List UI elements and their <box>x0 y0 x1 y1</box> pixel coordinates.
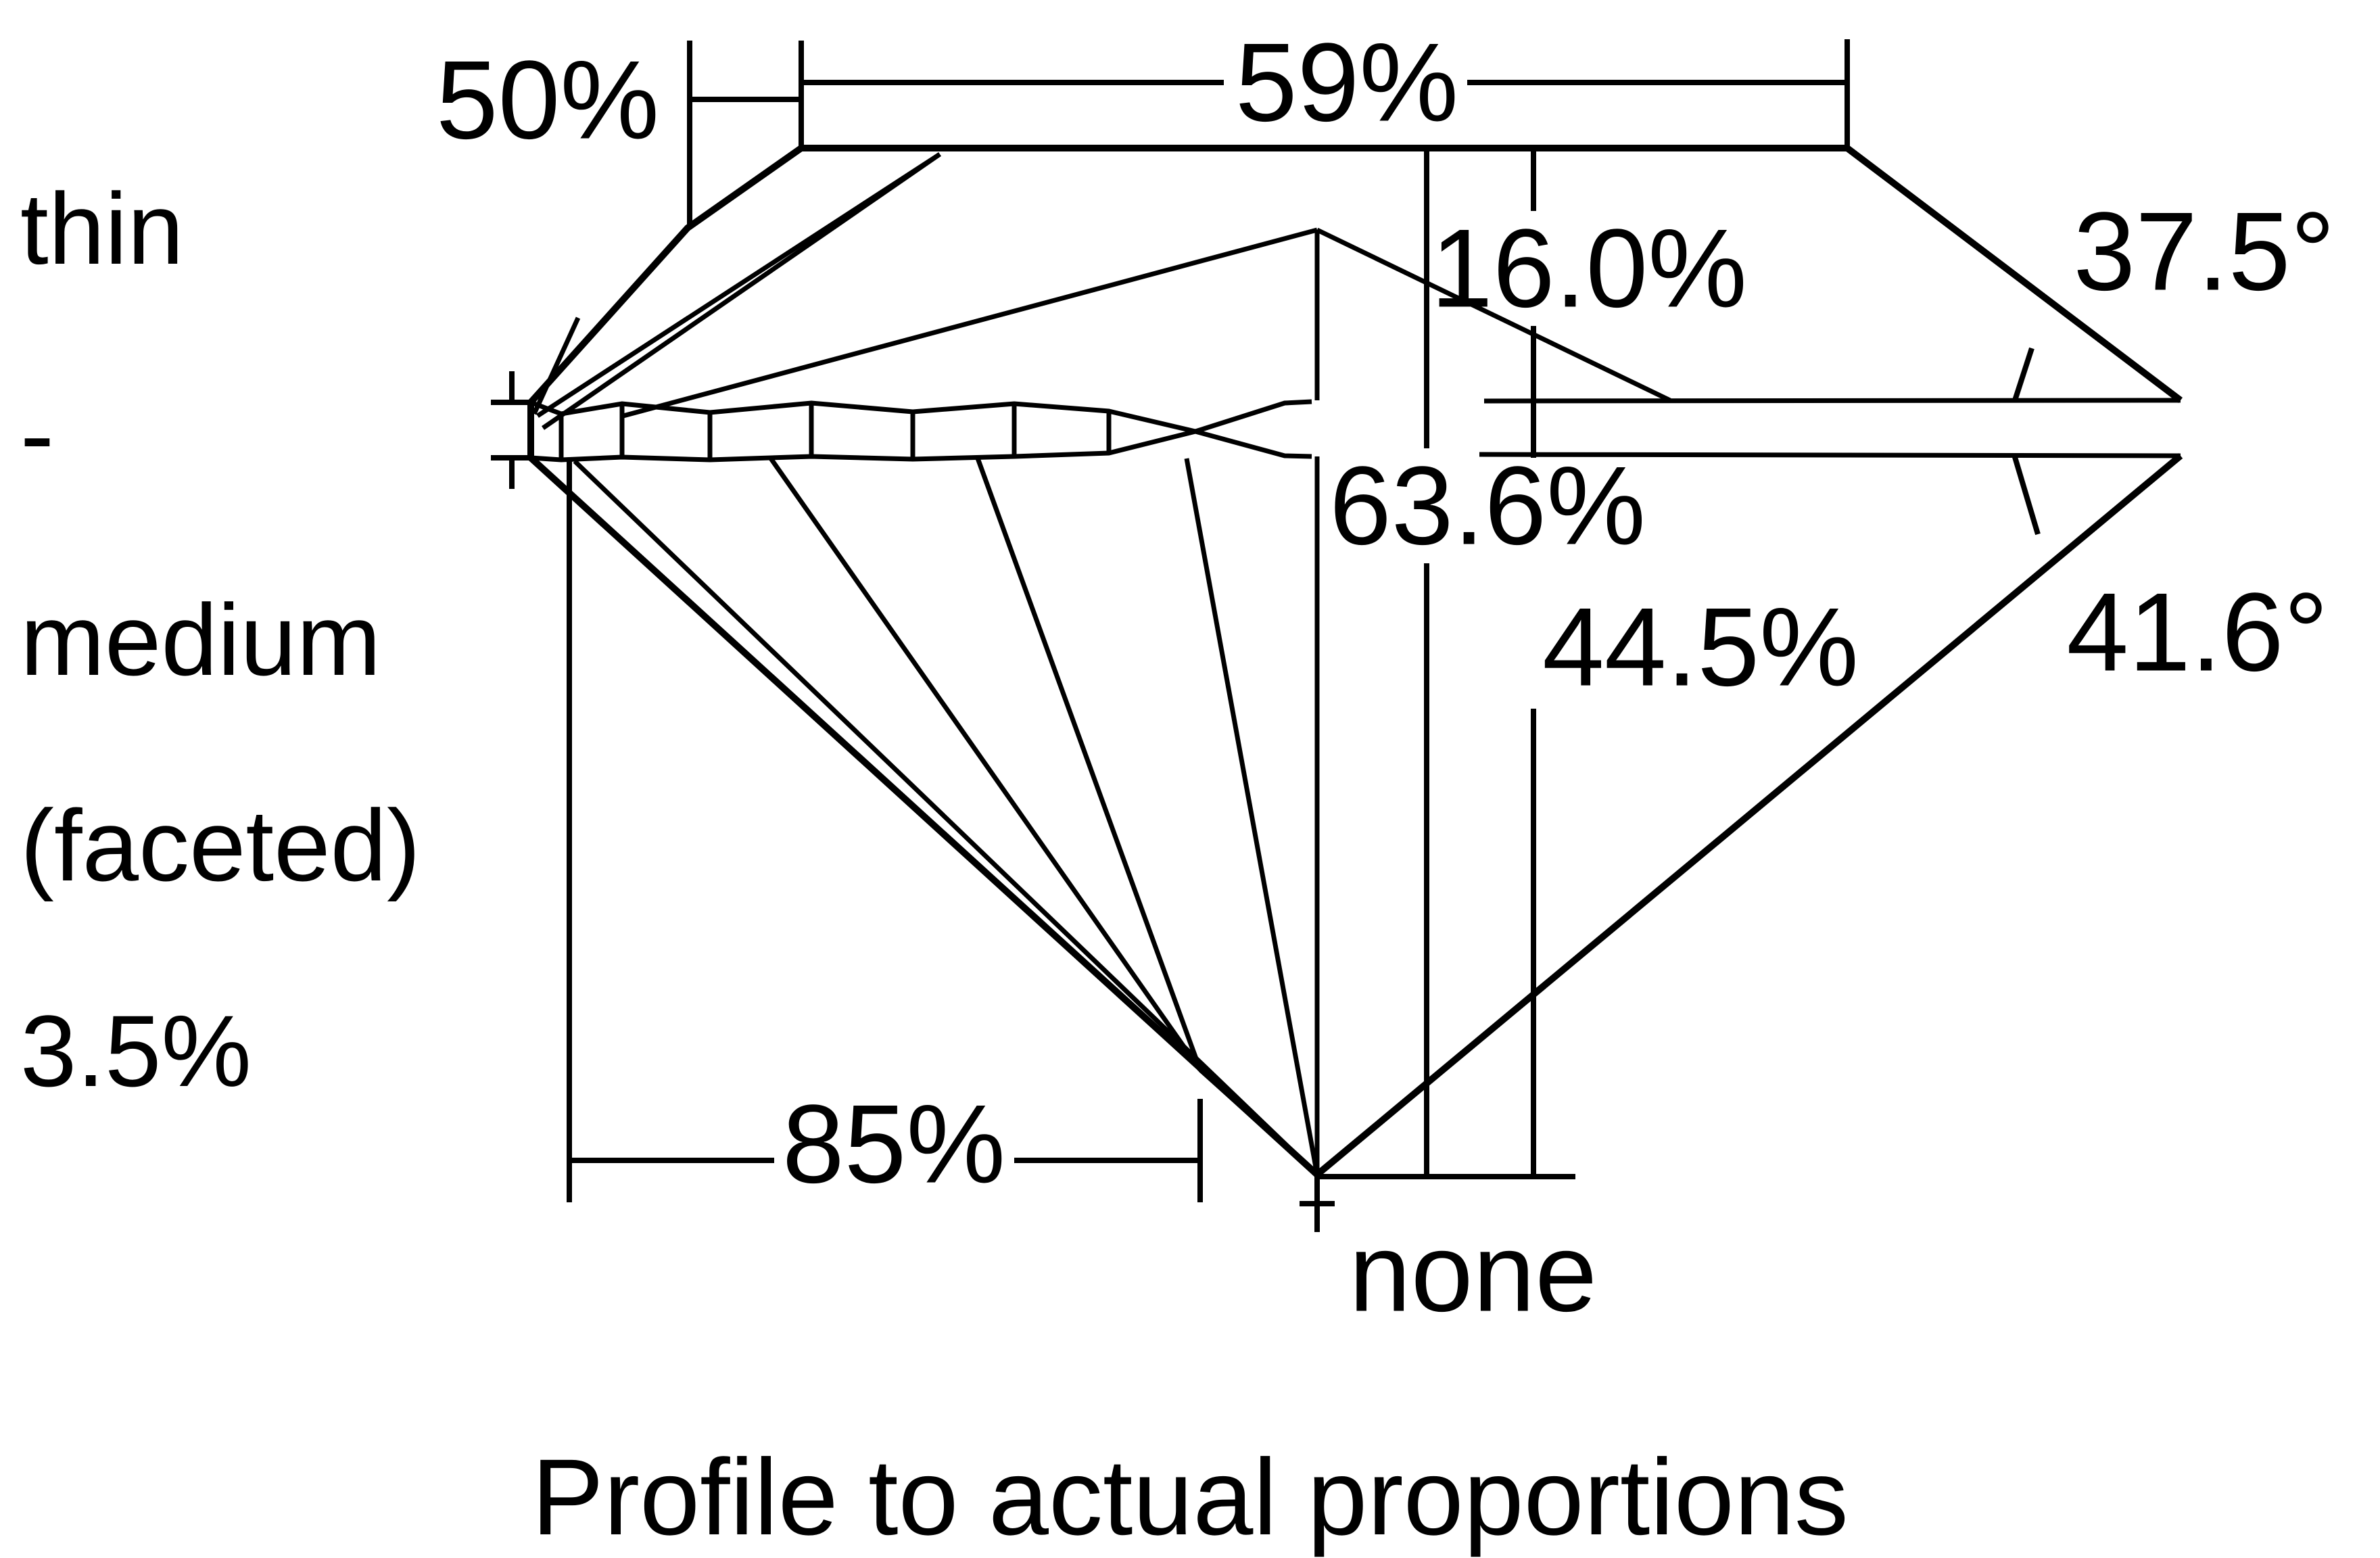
star-length-label: 50% <box>435 37 660 162</box>
girdle-line-thin: thin <box>20 172 184 285</box>
crown-angle-label: 37.5° <box>2073 189 2335 314</box>
girdle-lower-edge-left <box>530 429 1312 463</box>
crown-facet-edges <box>531 152 1671 430</box>
pavilion-left-silhouette <box>528 455 1320 1177</box>
lower-girdle-label: 85% <box>782 1081 1006 1206</box>
total-depth-label: 63.6% <box>1329 443 1646 568</box>
girdle-facet-junctions <box>558 403 1112 460</box>
girdle-line-faceted: (faceted) <box>20 788 421 902</box>
pavilion-facet-edges <box>573 455 1320 1177</box>
pavilion-edge-2 <box>1184 458 1320 1175</box>
girdle-upper-edge-left <box>529 399 1312 434</box>
pavilion-angle-tick <box>2012 456 2041 536</box>
girdle-line-pct: 3.5% <box>20 994 252 1108</box>
pavilion-lower-girdle-edge-2 <box>974 455 1203 1071</box>
crown-nose-edge <box>531 316 581 415</box>
pavilion-right-bevel <box>1314 453 2183 1177</box>
pavilion-depth-label: 44.5% <box>1542 584 1859 709</box>
crown-angle-tick <box>2012 347 2034 402</box>
pavilion-lower-girdle-edge-1 <box>769 456 1202 1072</box>
table-size-label: 59% <box>1235 20 1459 145</box>
girdle-line-medium: medium <box>20 583 381 697</box>
girdle-description: thin - medium (faceted) 3.5% <box>20 177 421 1102</box>
girdle-band <box>529 398 2181 463</box>
crown-star-edge-2 <box>542 152 941 430</box>
pavilion-angle-label: 41.6° <box>2066 569 2329 694</box>
girdle-upper-edge-right <box>1483 398 2181 404</box>
dimension-lines <box>491 39 2041 1232</box>
crown-right-bezel-edge <box>1316 227 1671 403</box>
crown-bezel-long-edge <box>620 227 1318 419</box>
crown-right-bevel <box>1844 145 2183 403</box>
girdle-lower-edge-right <box>1479 452 2181 458</box>
pavilion-main-to-culet <box>1198 1068 1319 1177</box>
girdle-line-dash: - <box>20 377 54 491</box>
diamond-outline <box>527 145 2183 1177</box>
girdle-thickness-ticks <box>491 371 533 489</box>
culet-cross-tick <box>1300 1175 1335 1232</box>
caption: Profile to actual proportions <box>531 1436 1849 1557</box>
culet-label: none <box>1349 1210 1598 1335</box>
crown-height-label: 16.0% <box>1431 206 1747 331</box>
